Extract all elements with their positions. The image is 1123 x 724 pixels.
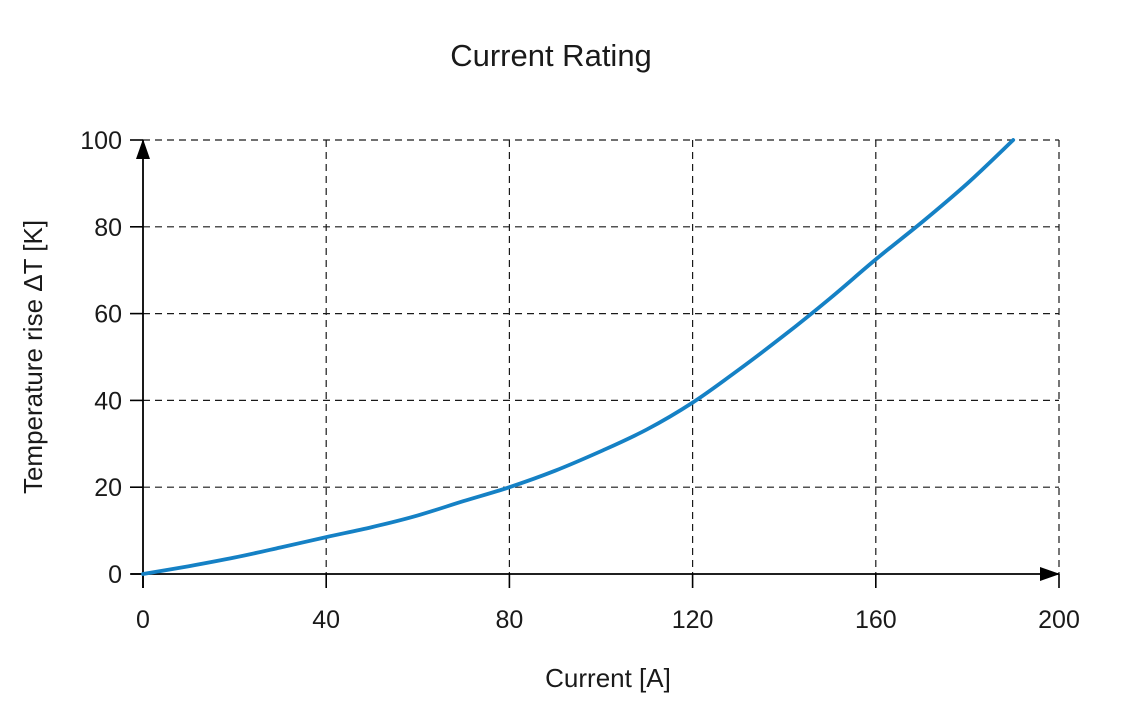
x-tick-label: 200 bbox=[1038, 606, 1080, 634]
tick-label-layer: 0 40 80 120 160 200 0 20 40 60 80 100 bbox=[80, 127, 1080, 634]
grid-layer bbox=[143, 139, 1060, 574]
axis-layer bbox=[130, 139, 1060, 588]
x-tick-label: 120 bbox=[672, 606, 714, 634]
x-axis-label: Current [A] bbox=[545, 663, 671, 693]
x-tick-label: 80 bbox=[495, 606, 523, 634]
y-tick-label: 80 bbox=[94, 214, 122, 242]
series-curve bbox=[141, 138, 1016, 576]
y-tick-label: 60 bbox=[94, 301, 122, 329]
y-tick-label: 20 bbox=[94, 474, 122, 502]
x-tick-label: 40 bbox=[312, 606, 340, 634]
chart-title: Current Rating bbox=[450, 38, 652, 73]
x-tick-label: 160 bbox=[855, 606, 897, 634]
y-axis-label: Temperature rise ΔT [K] bbox=[18, 220, 48, 494]
y-tick-label: 40 bbox=[94, 387, 122, 415]
series-layer bbox=[141, 138, 1016, 576]
y-tick-label: 100 bbox=[80, 127, 122, 155]
x-tick-label: 0 bbox=[136, 606, 150, 634]
y-tick-label: 0 bbox=[108, 561, 122, 589]
